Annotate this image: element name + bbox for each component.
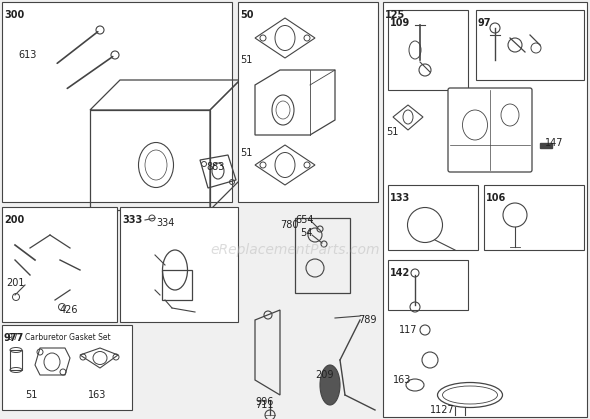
Text: 147: 147	[545, 138, 563, 148]
Text: 1127: 1127	[430, 405, 455, 415]
Bar	[476, 10, 584, 80]
Text: 789: 789	[358, 315, 376, 325]
Text: 977: 977	[4, 333, 24, 343]
Text: 50: 50	[240, 10, 254, 20]
Text: 51: 51	[240, 55, 253, 65]
Text: 201: 201	[6, 278, 25, 288]
Text: 426: 426	[60, 305, 78, 315]
Text: 883: 883	[206, 162, 224, 172]
Text: 711: 711	[255, 400, 274, 410]
Bar	[540, 143, 552, 148]
Bar	[383, 2, 587, 417]
Text: 97: 97	[478, 18, 491, 28]
Text: 300: 300	[4, 10, 24, 20]
Bar	[2, 325, 132, 410]
Text: 977 Carburetor Gasket Set: 977 Carburetor Gasket Set	[8, 333, 111, 342]
Bar	[120, 207, 238, 322]
Bar	[388, 10, 468, 90]
Bar	[162, 270, 192, 300]
Text: eReplacementParts.com: eReplacementParts.com	[210, 243, 380, 257]
Ellipse shape	[320, 365, 340, 405]
Text: 209: 209	[315, 370, 333, 380]
Text: 142: 142	[390, 268, 410, 278]
Bar	[2, 2, 232, 202]
Text: 654: 654	[295, 215, 313, 225]
Text: 117: 117	[399, 325, 418, 335]
Text: 200: 200	[4, 215, 24, 225]
Text: 106: 106	[486, 193, 506, 203]
Text: 133: 133	[390, 193, 410, 203]
Text: 163: 163	[393, 375, 411, 385]
Text: 109: 109	[390, 18, 410, 28]
FancyBboxPatch shape	[448, 88, 532, 172]
Text: 51: 51	[240, 148, 253, 158]
Text: 613: 613	[18, 50, 37, 60]
Text: 996: 996	[255, 397, 273, 407]
Text: 51: 51	[25, 390, 37, 400]
Bar	[484, 185, 584, 250]
Bar	[295, 218, 350, 293]
Text: 333: 333	[122, 215, 142, 225]
Text: 780: 780	[280, 220, 299, 230]
Bar	[10, 350, 22, 370]
Text: 125: 125	[385, 10, 405, 20]
Text: 334: 334	[156, 218, 175, 228]
Bar	[2, 207, 117, 322]
Text: 54: 54	[300, 228, 312, 238]
Bar	[388, 260, 468, 310]
Bar	[388, 185, 478, 250]
Text: 51: 51	[386, 127, 398, 137]
Text: 163: 163	[88, 390, 106, 400]
Bar	[238, 2, 378, 202]
